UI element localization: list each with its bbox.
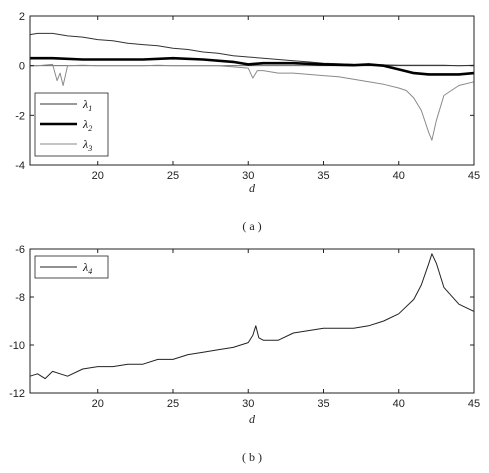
y-tick-label: 2: [19, 11, 25, 23]
y-tick-label: 0: [19, 61, 25, 73]
panel-b: 20 25 30 35 40 45 -6 -8 -10 -12 d λ4 ( b ): [9, 244, 480, 464]
legend-label: λ1: [82, 97, 92, 113]
x-tick-label: 20: [92, 170, 104, 182]
x-tick-label: 45: [468, 398, 480, 410]
x-axis-label: d: [249, 412, 256, 426]
series-line-4: [29, 253, 475, 380]
y-tick-label: -6: [15, 244, 25, 256]
y-tick-label: -2: [15, 110, 25, 122]
panel-caption: ( b ): [242, 450, 262, 464]
y-tick-label: -12: [9, 388, 25, 400]
x-tick-label: 30: [242, 398, 254, 410]
x-tick-label: 25: [167, 398, 179, 410]
x-tick-label: 30: [242, 170, 254, 182]
x-tick-label: 35: [317, 398, 329, 410]
x-tick-label: 40: [393, 170, 405, 182]
panel-caption: ( a ): [242, 219, 261, 233]
series-line-3: [30, 63, 475, 141]
legend-label: λ3: [82, 137, 92, 153]
x-tick-label: 40: [393, 398, 405, 410]
x-tick-label: 20: [92, 398, 104, 410]
x-tick-label: 25: [167, 170, 179, 182]
x-axis-label: d: [249, 181, 256, 195]
series-line-2: [30, 56, 475, 76]
series-line-1: [29, 32, 475, 67]
plot-frame: [29, 15, 475, 166]
x-tick-label: 45: [468, 170, 480, 182]
x-tick-label: 35: [317, 170, 329, 182]
y-tick-label: -4: [15, 160, 25, 172]
y-tick-label: -8: [15, 292, 25, 304]
y-tick-label: -10: [9, 340, 25, 352]
legend-label: λ2: [82, 117, 92, 133]
legend-label: λ4: [82, 260, 92, 276]
plot-frame: [29, 248, 475, 394]
